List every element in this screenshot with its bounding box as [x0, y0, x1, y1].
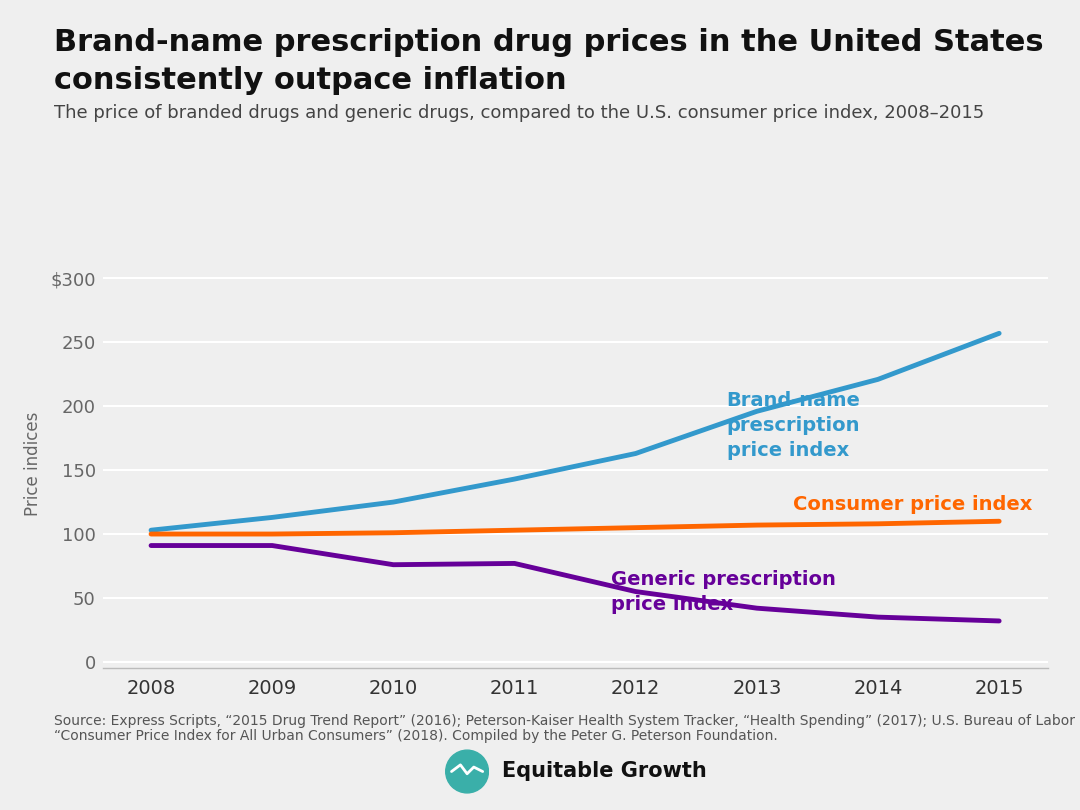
- Text: Consumer price index: Consumer price index: [793, 495, 1032, 514]
- Text: “Consumer Price Index for All Urban Consumers” (2018). Compiled by the Peter G. : “Consumer Price Index for All Urban Cons…: [54, 729, 778, 743]
- Circle shape: [446, 750, 488, 793]
- Text: Generic prescription
price index: Generic prescription price index: [611, 569, 836, 614]
- Text: consistently outpace inflation: consistently outpace inflation: [54, 66, 567, 96]
- Text: Equitable Growth: Equitable Growth: [502, 761, 707, 781]
- Text: The price of branded drugs and generic drugs, compared to the U.S. consumer pric: The price of branded drugs and generic d…: [54, 104, 984, 122]
- Text: Brand-name
prescription
price index: Brand-name prescription price index: [727, 391, 861, 460]
- Text: Brand-name prescription drug prices in the United States: Brand-name prescription drug prices in t…: [54, 28, 1043, 58]
- Text: Source: Express Scripts, “2015 Drug Trend Report” (2016); Peterson-Kaiser Health: Source: Express Scripts, “2015 Drug Tren…: [54, 714, 1080, 728]
- Y-axis label: Price indices: Price indices: [24, 411, 42, 516]
